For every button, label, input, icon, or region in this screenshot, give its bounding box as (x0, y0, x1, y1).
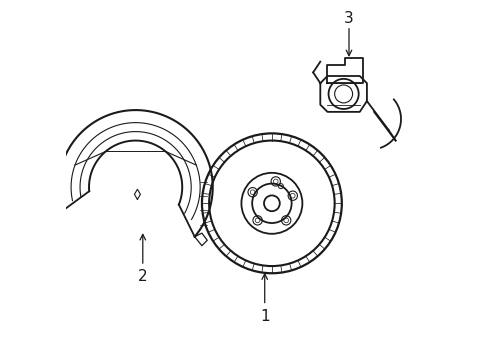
Text: 1: 1 (260, 309, 270, 324)
Text: 2: 2 (138, 269, 147, 284)
Text: 3: 3 (344, 11, 354, 26)
